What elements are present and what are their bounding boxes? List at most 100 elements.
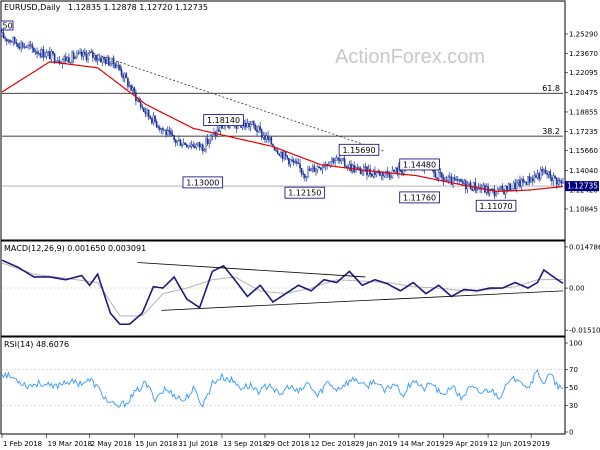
- candle-body: [275, 149, 277, 151]
- candle-body: [52, 51, 54, 54]
- fib-level-label: 38.2: [542, 127, 560, 136]
- candle-body: [299, 163, 301, 169]
- candle-body: [468, 182, 470, 185]
- candle-body: [455, 179, 458, 181]
- candle-body: [74, 56, 77, 60]
- candle-body: [544, 169, 547, 174]
- watermark: ActionForex.com: [335, 46, 485, 68]
- candle-body: [369, 169, 371, 175]
- candle-body: [92, 51, 94, 58]
- candle-body: [449, 176, 451, 178]
- candle-body: [170, 131, 172, 135]
- candle-body: [549, 171, 552, 179]
- price-y-tick-label: 1.25290: [569, 31, 598, 39]
- candle-body: [528, 176, 531, 183]
- candle-body: [498, 187, 501, 190]
- candle-body: [329, 161, 332, 166]
- candle-body: [23, 46, 26, 48]
- candle-body: [307, 168, 309, 177]
- candle-body: [155, 121, 158, 127]
- price-annotation-label: 1.14480: [403, 160, 436, 169]
- x-tick-label: 29 Apr 2019: [444, 440, 487, 448]
- x-tick-label: 13 Sep 2018: [223, 440, 267, 448]
- candle-body: [249, 124, 252, 128]
- price-annotation-label: 1.13000: [186, 178, 219, 187]
- candle-body: [120, 69, 123, 76]
- candle-body: [254, 124, 257, 131]
- candle-body: [154, 115, 156, 122]
- x-tick-label: 19 Mar 2018: [48, 440, 92, 448]
- candle-body: [4, 37, 6, 40]
- candle-body: [280, 152, 282, 156]
- macd-y-tick-label: 0.00: [569, 285, 585, 293]
- rsi-y-tick-label: 0: [569, 429, 573, 437]
- candle-body: [332, 158, 335, 163]
- candle-body: [372, 171, 375, 177]
- candle-body: [515, 182, 518, 189]
- candle-body: [219, 125, 222, 132]
- candle-body: [114, 63, 116, 69]
- candle-body: [362, 167, 365, 172]
- candle-body: [557, 179, 560, 185]
- candle-body: [559, 179, 561, 182]
- candle-body: [514, 182, 516, 189]
- candle-body: [146, 109, 148, 114]
- candle-body: [335, 157, 338, 161]
- candle-body: [13, 37, 16, 43]
- candle-body: [217, 129, 220, 132]
- candle-body: [77, 52, 80, 54]
- candle-body: [28, 44, 30, 46]
- candle-body: [554, 175, 556, 179]
- candle-body: [202, 144, 204, 152]
- candle-body: [394, 167, 397, 172]
- candle-body: [106, 57, 108, 64]
- candle-body: [87, 53, 89, 60]
- x-tick-label: 14 Mar 2019: [400, 440, 444, 448]
- price-annotation-label: 1.11760: [403, 193, 436, 202]
- candle-body: [18, 46, 21, 49]
- price-annotation-box: [399, 158, 440, 171]
- candle-body: [452, 177, 454, 185]
- macd-y-tick-label: 0.014786: [569, 243, 600, 251]
- candle-body: [488, 188, 491, 194]
- candle-body: [264, 135, 266, 140]
- candle-body: [388, 173, 391, 178]
- candle-body: [45, 52, 48, 57]
- candle-body: [308, 168, 311, 172]
- candle-body: [205, 138, 207, 150]
- candle-body: [243, 123, 246, 126]
- candle-body: [311, 166, 314, 169]
- candle-body: [313, 166, 316, 172]
- candle-body: [178, 139, 180, 141]
- candle-body: [53, 53, 56, 63]
- candle-body: [206, 138, 209, 144]
- candle-body: [267, 135, 269, 140]
- candle-body: [157, 126, 159, 128]
- candle-body: [265, 135, 268, 140]
- candle-body: [174, 139, 177, 143]
- candle-body: [95, 54, 97, 61]
- candle-body: [434, 172, 437, 178]
- candle-body: [111, 57, 113, 64]
- price-annotation-label: 1.18140: [207, 116, 240, 125]
- candle-body: [530, 178, 532, 183]
- candle-body: [260, 129, 263, 138]
- candle-body: [297, 162, 300, 164]
- candle-body: [144, 111, 147, 114]
- candle-body: [127, 77, 129, 87]
- candle-body: [283, 151, 285, 159]
- x-tick-label: 12 Jun 2019: [489, 440, 531, 448]
- macd-signal-line: [1, 262, 564, 317]
- candle-body: [5, 38, 8, 42]
- candle-body: [2, 32, 5, 39]
- candle-body: [464, 180, 467, 190]
- rsi-line: [1, 368, 564, 409]
- x-tick-label: 15 Jun 2018: [135, 440, 177, 448]
- candle-body: [359, 167, 362, 174]
- candle-body: [508, 183, 510, 191]
- candle-body: [128, 85, 131, 87]
- candle-body: [141, 106, 144, 108]
- candle-body: [33, 47, 35, 53]
- candle-body: [209, 135, 212, 142]
- rsi-title: RSI(14) 48.6076: [4, 340, 69, 349]
